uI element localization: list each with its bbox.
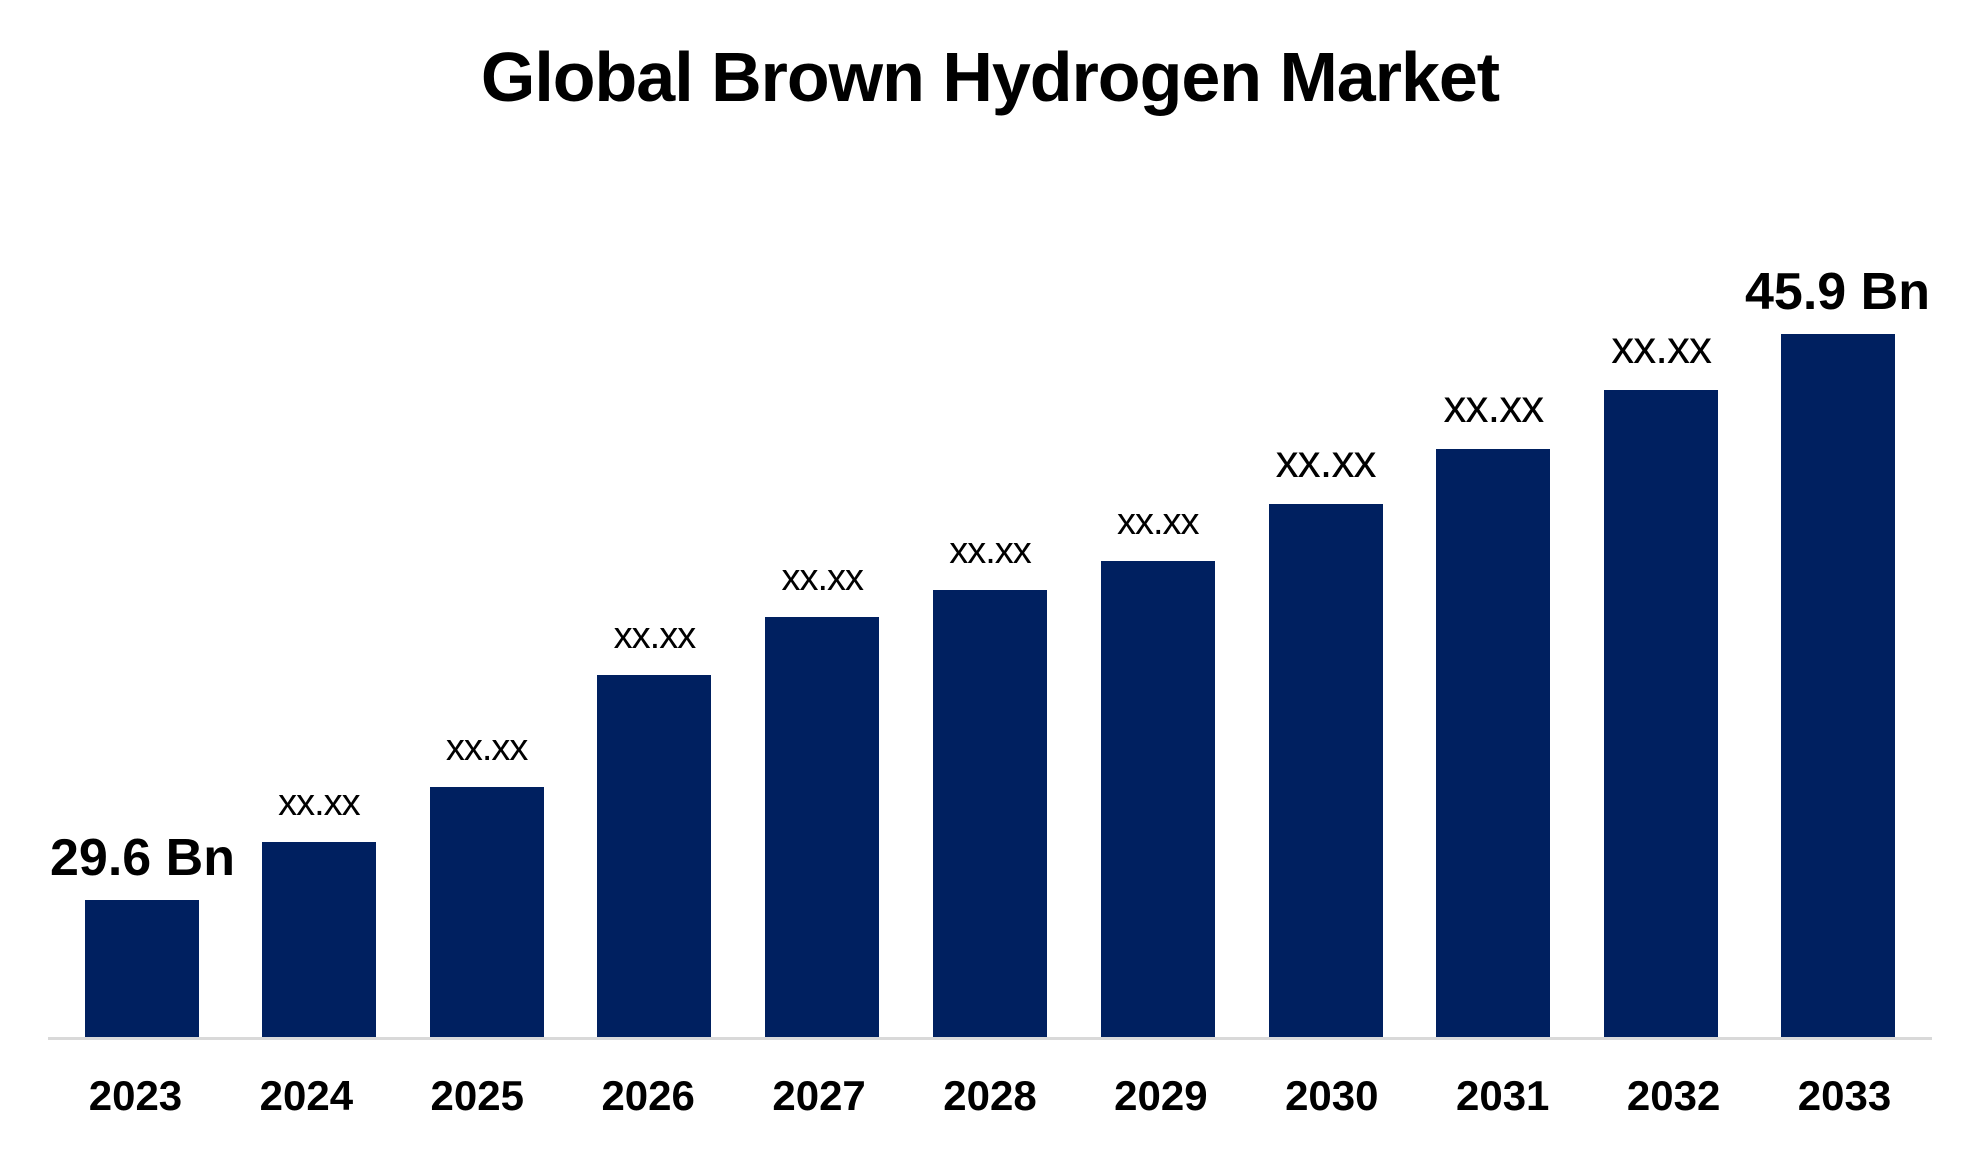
bar-2031 <box>1436 449 1551 1040</box>
bar-group-2026: xx.xx <box>571 0 739 1040</box>
bar-2032 <box>1604 390 1719 1040</box>
bar-group-2024: xx.xx <box>235 0 403 1040</box>
year-label-2033: 2033 <box>1797 1072 1892 1119</box>
year-label-2030: 2030 <box>1285 1072 1379 1119</box>
bar-group-2027: xx.xx <box>738 0 906 1040</box>
bar-2023 <box>85 900 200 1040</box>
bar-2028 <box>933 590 1047 1040</box>
year-label-2027: 2027 <box>772 1072 866 1119</box>
bar-2033 <box>1780 334 1895 1040</box>
bar-2030 <box>1268 504 1383 1040</box>
year-label-2029: 2029 <box>1114 1072 1208 1119</box>
bar-2027 <box>765 617 880 1040</box>
bar-columns: 29.6 Bn xx.xx xx.xx xx.xx xx.xx xx.xx xx… <box>50 0 1930 1040</box>
year-label-2023: 2023 <box>88 1072 183 1119</box>
bar-group-2025: xx.xx <box>403 0 571 1040</box>
bar-value-label: xx.xx <box>1117 501 1200 543</box>
bar-value-label: xx.xx <box>278 782 361 824</box>
year-label-2025: 2025 <box>430 1072 524 1119</box>
bar-value-label: xx.xx <box>613 615 697 657</box>
year-label-2028: 2028 <box>943 1072 1037 1119</box>
bar-2029 <box>1100 561 1215 1040</box>
bar-value-label: xx.xx <box>1275 435 1377 487</box>
bar-value-label: 29.6 Bn <box>50 829 235 887</box>
bar-group-2033: 45.9 Bn <box>1745 0 1930 1040</box>
bar-value-label: xx.xx <box>781 557 864 599</box>
bar-value-label: xx.xx <box>1443 380 1544 432</box>
chart-title: Global Brown Hydrogen Market <box>480 38 1500 116</box>
bar-group-2030: xx.xx <box>1242 0 1410 1040</box>
bar-group-2029: xx.xx <box>1074 0 1242 1040</box>
bar-group-2031: xx.xx <box>1409 0 1577 1040</box>
year-label-2026: 2026 <box>601 1072 695 1119</box>
year-labels: 2023 2024 2025 2026 2027 2028 2029 2030 … <box>50 1039 1930 1117</box>
bar-group-2023: 29.6 Bn <box>50 0 235 1040</box>
bar-2024 <box>261 842 376 1040</box>
bar-value-label: xx.xx <box>1611 321 1712 373</box>
bar-group-2028: xx.xx <box>906 0 1074 1040</box>
year-label-2031: 2031 <box>1455 1072 1550 1119</box>
x-axis-line <box>48 1037 1932 1040</box>
bar-value-label: xx.xx <box>949 530 1032 572</box>
bar-value-label: xx.xx <box>445 727 529 769</box>
bar-group-2032: xx.xx <box>1577 0 1745 1040</box>
bar-value-label: 45.9 Bn <box>1745 263 1930 321</box>
bar-2025 <box>429 787 544 1040</box>
year-label-2024: 2024 <box>259 1072 354 1119</box>
year-label-2032: 2032 <box>1626 1072 1721 1119</box>
bar-2026 <box>597 675 712 1040</box>
